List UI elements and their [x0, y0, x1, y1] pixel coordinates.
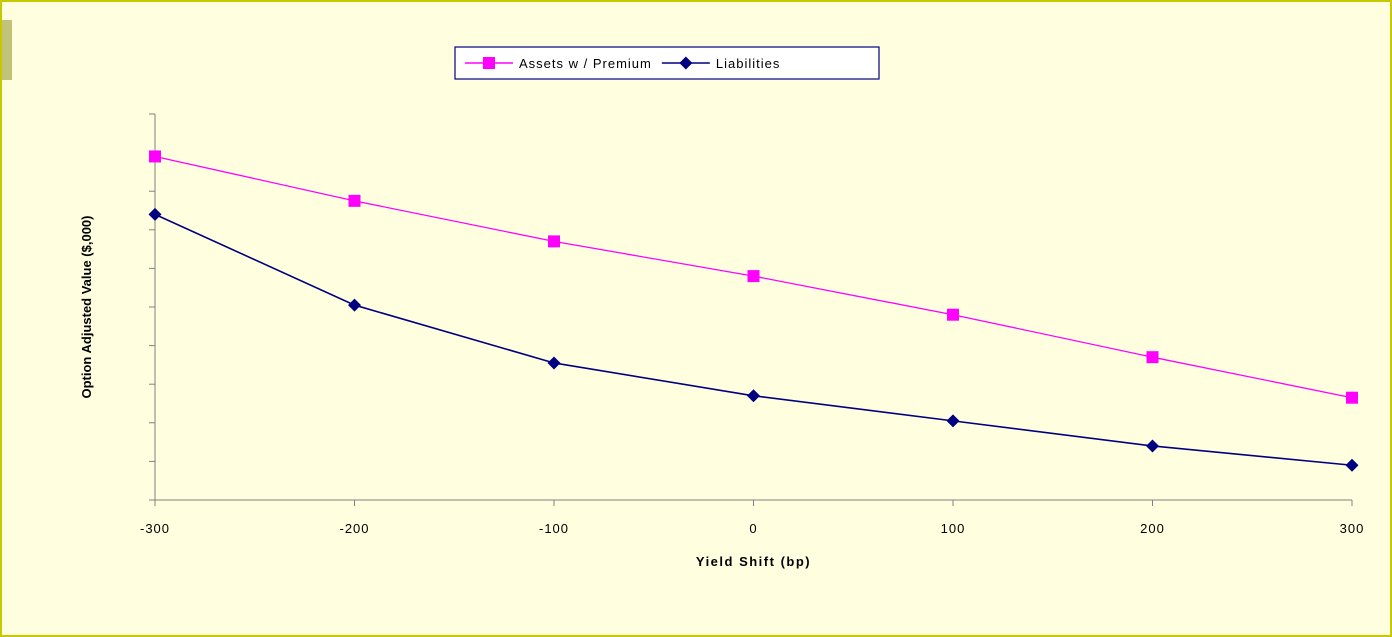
legend-item-1: Assets w / Premium: [465, 56, 652, 71]
x-tick-label: 0: [749, 521, 757, 536]
legend-label: Liabilities: [716, 56, 780, 71]
x-tick-label: -100: [539, 521, 569, 536]
x-axis-title: Yield Shift (bp): [696, 554, 811, 569]
series-1: [149, 150, 1358, 404]
series-line: [154, 213, 1353, 467]
y-axis-title: Option Adjusted Value ($,000): [79, 216, 94, 399]
data-point: [947, 308, 959, 321]
series-layer: [148, 150, 1359, 472]
data-point: [946, 414, 960, 428]
data-point: [148, 207, 162, 221]
data-point: [1345, 458, 1359, 472]
data-point: [348, 298, 361, 312]
corner-tab: [2, 20, 12, 80]
x-tick-label: 200: [1140, 521, 1165, 536]
y-axis: [149, 113, 156, 501]
data-point: [348, 194, 361, 207]
x-tick-label: -300: [140, 521, 170, 536]
x-tick-label: 100: [941, 521, 966, 536]
x-axis: -300 -200 -100 0 100 200 300: [140, 499, 1365, 536]
data-point: [747, 389, 760, 403]
x-tick-label: -200: [339, 521, 369, 536]
x-tick-label: 300: [1340, 521, 1365, 536]
legend-marker: [483, 57, 495, 69]
legend-marker: [679, 56, 693, 70]
data-point: [1146, 351, 1159, 364]
legend-item-2: Liabilities: [661, 56, 780, 71]
data-point: [1146, 439, 1159, 453]
series-2: [148, 207, 1359, 472]
data-point: [1346, 391, 1358, 404]
data-point: [547, 356, 561, 370]
data-point: [747, 270, 760, 283]
data-point: [548, 235, 560, 248]
legend-label: Assets w / Premium: [519, 56, 652, 71]
legend: Assets w / Premium Liabilities: [454, 46, 880, 80]
data-point: [149, 150, 161, 163]
